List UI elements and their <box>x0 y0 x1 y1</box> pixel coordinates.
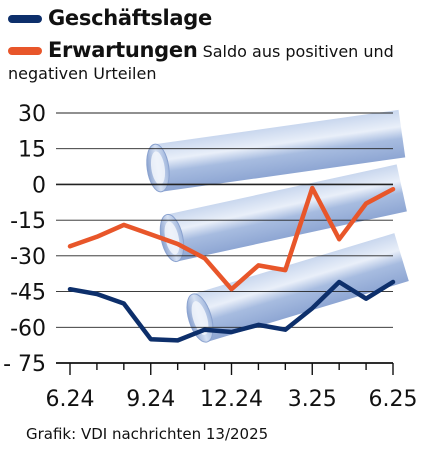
y-tick-label: -30 <box>10 245 46 270</box>
y-tick-label: 30 <box>18 102 46 127</box>
source-credit: Grafik: VDI nachrichten 13/2025 <box>26 425 269 443</box>
legend-label-geschaeftslage: Geschäftslage <box>48 6 212 30</box>
x-tick-label: 6.25 <box>369 387 418 412</box>
legend-item-erwartungen: Erwartungen Saldo aus positiven und <box>8 38 394 62</box>
legend-swatch-geschaeftslage <box>8 14 42 23</box>
x-tick-label: 3.25 <box>288 387 337 412</box>
x-tick-label: 12.24 <box>200 387 263 412</box>
x-axis-ticks: 6.24 9.24 12.24 3.25 6.25 <box>46 363 418 412</box>
x-tick-label: 6.24 <box>46 387 95 412</box>
pipe-2 <box>159 164 407 263</box>
series-line-erwartungen <box>67 185 396 292</box>
legend-swatch-erwartungen <box>8 46 42 55</box>
pipe-1 <box>146 109 406 193</box>
x-tick-label: 9.24 <box>126 387 175 412</box>
y-tick-label: 15 <box>18 138 46 163</box>
y-tick-label: -15 <box>10 209 46 234</box>
legend-label-erwartungen: Erwartungen <box>48 38 198 62</box>
y-tick-label: - 75 <box>3 352 46 377</box>
gridlines <box>56 112 393 364</box>
legend-item-geschaeftslage: Geschäftslage <box>8 6 212 30</box>
pipes-illustration <box>146 109 409 343</box>
series-line-geschaeftslage <box>67 279 396 343</box>
y-tick-label: -45 <box>10 281 46 306</box>
y-axis-ticks: 30 15 0 -15 -30 -45 -60 - 75 <box>3 102 46 377</box>
series-lines <box>67 185 396 343</box>
chart-subtitle: Saldo aus positiven und <box>202 42 394 61</box>
y-tick-label: -60 <box>10 316 46 341</box>
chart-subtitle-continued: negativen Urteilen <box>8 64 157 83</box>
y-tick-label: 0 <box>32 173 46 198</box>
